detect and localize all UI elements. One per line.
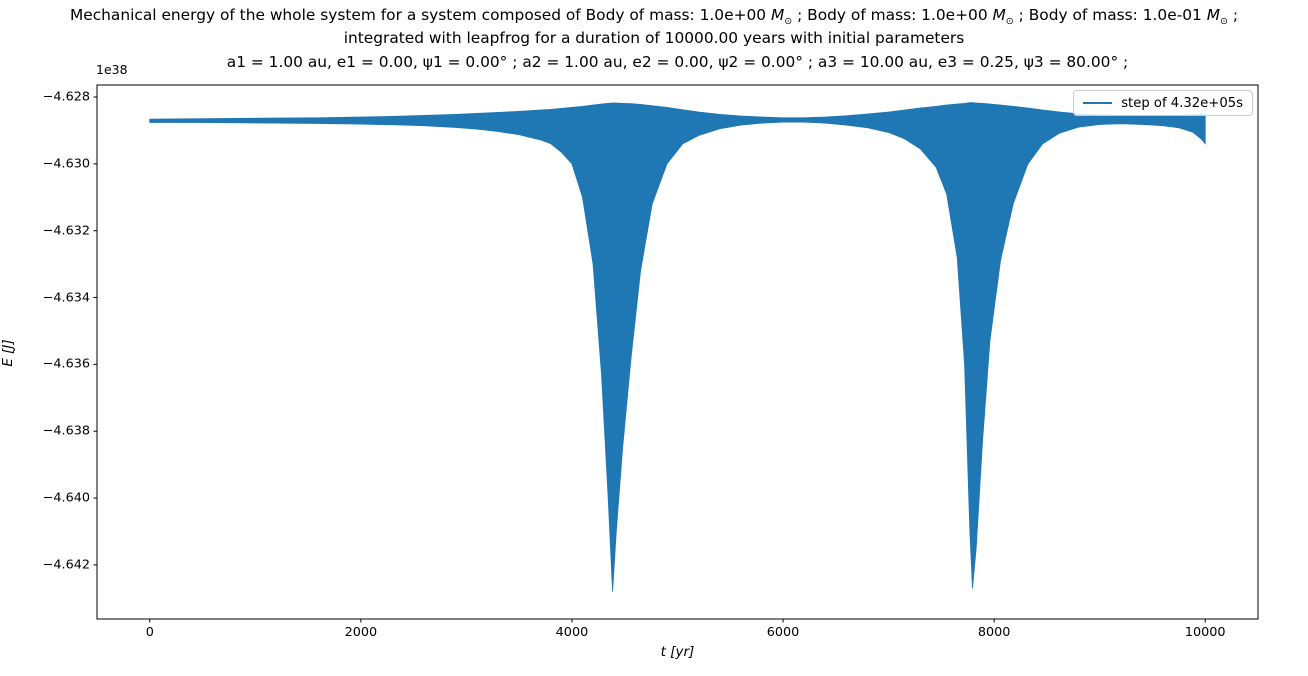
separator: ;	[1013, 6, 1029, 24]
y-axis-label: E [J]	[0, 339, 16, 367]
legend-line-sample	[1083, 101, 1113, 105]
x-tick-label: 2000	[344, 625, 378, 640]
legend-label: step of 4.32e+05s	[1121, 95, 1243, 111]
y-tick-label: −4.632	[42, 223, 90, 239]
axes-title-parameters: a1 = 1.00 au, e1 = 0.00, ψ1 = 0.00° ; a2…	[226, 53, 1129, 71]
body3-label: Body of mass: 1.0e-01	[1028, 6, 1207, 24]
y-tick-label: −4.636	[42, 356, 90, 372]
x-tick-label: 8000	[977, 625, 1011, 640]
separator: ;	[1227, 6, 1239, 24]
x-tick-label: 10000	[1184, 625, 1226, 640]
tick-marks	[93, 96, 1206, 623]
x-tick-label: 4000	[555, 625, 589, 640]
figure-title-line1: Mechanical energy of the whole system fo…	[0, 6, 1308, 31]
axes-frame	[96, 84, 1259, 620]
sun-symbol: ⊙	[1005, 16, 1014, 28]
body1-label: Body of mass: 1.0e+00	[585, 6, 771, 24]
y-tick-label: −4.630	[42, 156, 90, 172]
y-tick-label: −4.628	[42, 89, 90, 105]
mass-symbol: M	[1206, 6, 1220, 24]
y-axis-offset-text: 1e38	[96, 62, 128, 77]
y-tick-label: −4.640	[42, 490, 90, 506]
legend: step of 4.32e+05s	[1073, 90, 1253, 116]
x-axis-label: t [yr]	[660, 644, 695, 660]
title-prefix: Mechanical energy of the whole system fo…	[69, 6, 586, 24]
figure-title-line2: integrated with leapfrog for a duration …	[343, 29, 965, 47]
y-tick-label: −4.634	[42, 290, 90, 306]
y-tick-label: −4.642	[42, 557, 90, 573]
mass-symbol: M	[992, 6, 1006, 24]
mass-symbol: M	[770, 6, 785, 24]
sun-symbol: ⊙	[1220, 16, 1228, 28]
x-tick-label: 0	[145, 625, 154, 640]
energy-band-series	[149, 102, 1206, 592]
y-tick-label: −4.638	[42, 423, 90, 439]
x-tick-label: 6000	[766, 625, 800, 640]
body2-label: Body of mass: 1.0e+00	[807, 6, 993, 24]
separator: ;	[792, 6, 808, 24]
sun-symbol: ⊙	[784, 16, 793, 28]
